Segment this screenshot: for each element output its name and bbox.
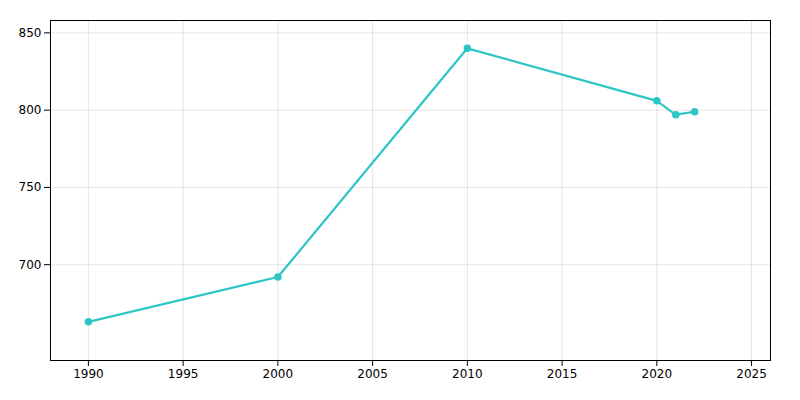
- svg-text:800: 800: [19, 103, 42, 117]
- svg-text:2005: 2005: [357, 367, 388, 381]
- svg-text:2000: 2000: [263, 367, 294, 381]
- svg-text:2020: 2020: [642, 367, 673, 381]
- svg-text:1995: 1995: [168, 367, 199, 381]
- svg-text:750: 750: [19, 180, 42, 194]
- svg-text:850: 850: [19, 26, 42, 40]
- svg-text:1990: 1990: [73, 367, 104, 381]
- svg-text:2025: 2025: [736, 367, 767, 381]
- svg-text:2010: 2010: [452, 367, 483, 381]
- svg-text:2015: 2015: [547, 367, 578, 381]
- svg-text:700: 700: [19, 258, 42, 272]
